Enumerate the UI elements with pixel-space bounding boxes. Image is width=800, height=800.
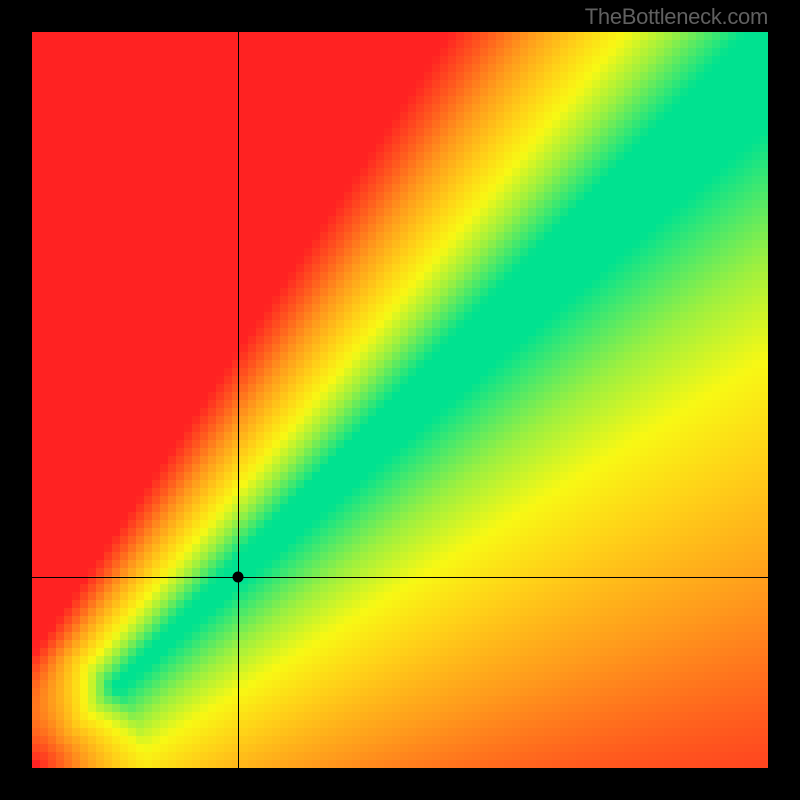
watermark-text: TheBottleneck.com bbox=[585, 4, 768, 30]
crosshair-vertical bbox=[238, 32, 239, 768]
bottleneck-heatmap bbox=[32, 32, 768, 768]
crosshair-marker bbox=[233, 571, 244, 582]
heatmap-canvas bbox=[32, 32, 768, 768]
crosshair-horizontal bbox=[32, 577, 768, 578]
